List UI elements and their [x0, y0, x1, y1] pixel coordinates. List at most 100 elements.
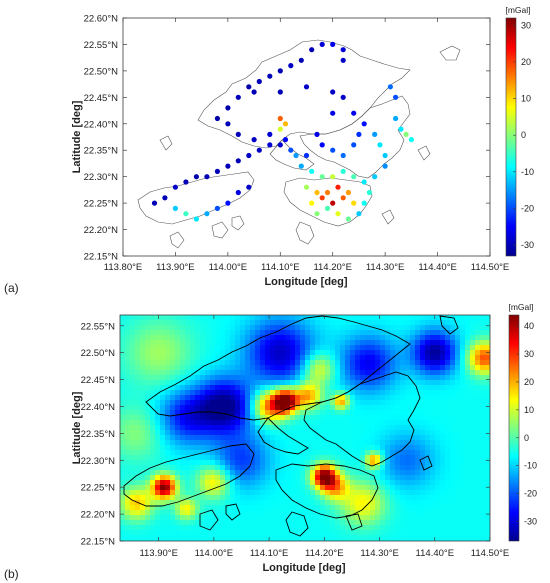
heatmap-cell [125, 540, 131, 541]
heatmap-cell [410, 340, 416, 346]
colorbar-tick-label: 0 [521, 130, 526, 140]
heatmap-cell [150, 505, 156, 511]
heatmap-cell [375, 350, 381, 356]
heatmap-cell [185, 460, 191, 466]
heatmap-cell [205, 510, 211, 516]
heatmap-cell [290, 500, 296, 506]
heatmap-cell [425, 385, 431, 391]
heatmap-cell [480, 520, 486, 526]
heatmap-cell [270, 340, 276, 346]
heatmap-cell [130, 455, 136, 461]
heatmap-cell [220, 435, 226, 441]
heatmap-cell [210, 510, 216, 516]
heatmap-cell [250, 395, 256, 401]
heatmap-cell [195, 490, 201, 496]
heatmap-cell [150, 530, 156, 536]
heatmap-cell [420, 360, 426, 366]
heatmap-cell [150, 450, 156, 456]
heatmap-cell [305, 350, 311, 356]
heatmap-cell [150, 390, 156, 396]
heatmap-cell [320, 370, 326, 376]
heatmap-cell [295, 465, 301, 471]
gravity-point [340, 195, 346, 201]
heatmap-cell [170, 395, 176, 401]
heatmap-cell [285, 475, 291, 481]
heatmap-cell [430, 405, 436, 411]
heatmap-cell [450, 540, 456, 541]
coastline-kowloon [269, 139, 315, 171]
heatmap-cell [210, 335, 216, 341]
heatmap-cell [310, 400, 316, 406]
heatmap-cell [305, 455, 311, 461]
heatmap-cell [325, 395, 331, 401]
heatmap-cell [380, 500, 386, 506]
heatmap-cell [420, 340, 426, 346]
heatmap-cell [475, 485, 481, 491]
heatmap-cell [375, 415, 381, 421]
heatmap-cell [260, 520, 266, 526]
heatmap-cell [435, 435, 441, 441]
heatmap-cell [415, 345, 421, 351]
heatmap-cell [185, 520, 191, 526]
heatmap-cell [375, 330, 381, 336]
heatmap-cell [450, 450, 456, 456]
heatmap-cell [140, 370, 146, 376]
heatmap-cell [470, 505, 476, 511]
heatmap-cell [445, 370, 451, 376]
heatmap-cell [155, 455, 161, 461]
heatmap-cell [385, 375, 391, 381]
heatmap-cell [365, 440, 371, 446]
heatmap-cell [180, 505, 186, 511]
heatmap-cell [455, 365, 461, 371]
heatmap-cell [195, 495, 201, 501]
heatmap-cell [380, 320, 386, 326]
heatmap-cell [185, 335, 191, 341]
heatmap-cell [355, 415, 361, 421]
heatmap-cell [350, 330, 356, 336]
heatmap-cell [380, 375, 386, 381]
heatmap-cell [420, 330, 426, 336]
heatmap-cell [405, 515, 411, 521]
heatmap-cell [145, 540, 151, 541]
gravity-point [183, 211, 189, 217]
heatmap-cell [365, 455, 371, 461]
heatmap-cell [305, 430, 311, 436]
heatmap-cell [440, 375, 446, 381]
heatmap-cell [205, 365, 211, 371]
heatmap-cell [370, 480, 376, 486]
heatmap-cell [265, 315, 271, 321]
y-tick-label: 22.55°N [81, 321, 116, 332]
heatmap-cell [370, 360, 376, 366]
heatmap-cell [340, 315, 346, 321]
heatmap-cell [220, 350, 226, 356]
heatmap-cell [435, 515, 441, 521]
heatmap-cell [230, 535, 236, 541]
heatmap-cell [345, 345, 351, 351]
heatmap-cell [485, 490, 490, 496]
heatmap-cell [145, 505, 151, 511]
heatmap-cell [400, 320, 406, 326]
heatmap-cell [190, 460, 196, 466]
heatmap-cell [180, 365, 186, 371]
heatmap-cell [175, 315, 181, 321]
heatmap-cell [125, 490, 131, 496]
heatmap-cell [455, 450, 461, 456]
heatmap-cell [370, 390, 376, 396]
heatmap-cell [470, 450, 476, 456]
heatmap-cell [130, 345, 136, 351]
heatmap-cell [480, 315, 486, 321]
heatmap-cell [295, 335, 301, 341]
heatmap-cell [170, 475, 176, 481]
heatmap-cell [280, 400, 286, 406]
heatmap-cell [300, 370, 306, 376]
heatmap-cell [485, 410, 490, 416]
heatmap-cell [470, 340, 476, 346]
heatmap-cell [355, 345, 361, 351]
heatmap-cell [260, 325, 266, 331]
heatmap-cell [335, 340, 341, 346]
colorbar-gradient [508, 314, 520, 542]
heatmap-cell [250, 380, 256, 386]
gravity-point [319, 195, 325, 201]
heatmap-cell [355, 420, 361, 426]
heatmap-cell [435, 350, 441, 356]
